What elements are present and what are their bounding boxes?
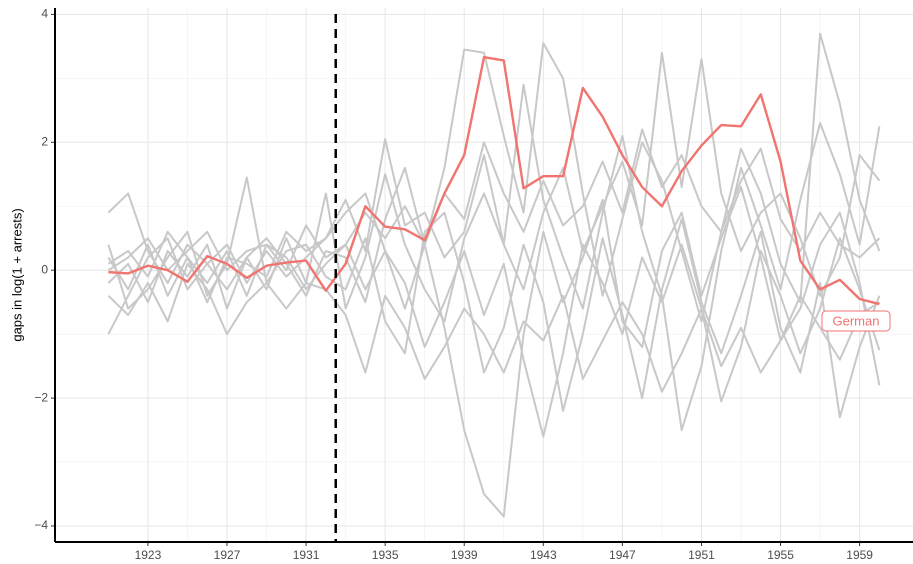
series-label: German xyxy=(833,313,880,328)
y-tick-label: −4 xyxy=(34,518,48,532)
placebo-line xyxy=(107,262,880,393)
placebo-line xyxy=(107,83,881,432)
y-tick-label: −2 xyxy=(34,390,48,404)
placebo-line xyxy=(107,237,881,438)
x-tick-label: 1931 xyxy=(293,548,320,562)
x-tick-label: 1923 xyxy=(135,548,162,562)
x-tick-label: 1943 xyxy=(530,548,557,562)
y-tick-label: 2 xyxy=(41,134,48,148)
y-tick-label: 0 xyxy=(41,262,48,276)
y-tick-label: 4 xyxy=(41,7,48,21)
x-tick-label: 1955 xyxy=(767,548,794,562)
y-axis-label: gaps in log(1 + arrests) xyxy=(9,208,24,341)
x-tick-label: 1947 xyxy=(609,548,636,562)
x-tick-label: 1959 xyxy=(846,548,873,562)
highlight-line xyxy=(108,56,880,306)
series-label-box xyxy=(821,310,891,332)
placebo-line xyxy=(107,32,881,335)
x-tick-label: 1939 xyxy=(451,548,478,562)
x-tick-label: 1951 xyxy=(688,548,715,562)
placebo-line xyxy=(107,176,881,419)
x-tick-label: 1935 xyxy=(372,548,399,562)
placebo-line xyxy=(107,128,881,272)
x-tick-label: 1927 xyxy=(214,548,241,562)
